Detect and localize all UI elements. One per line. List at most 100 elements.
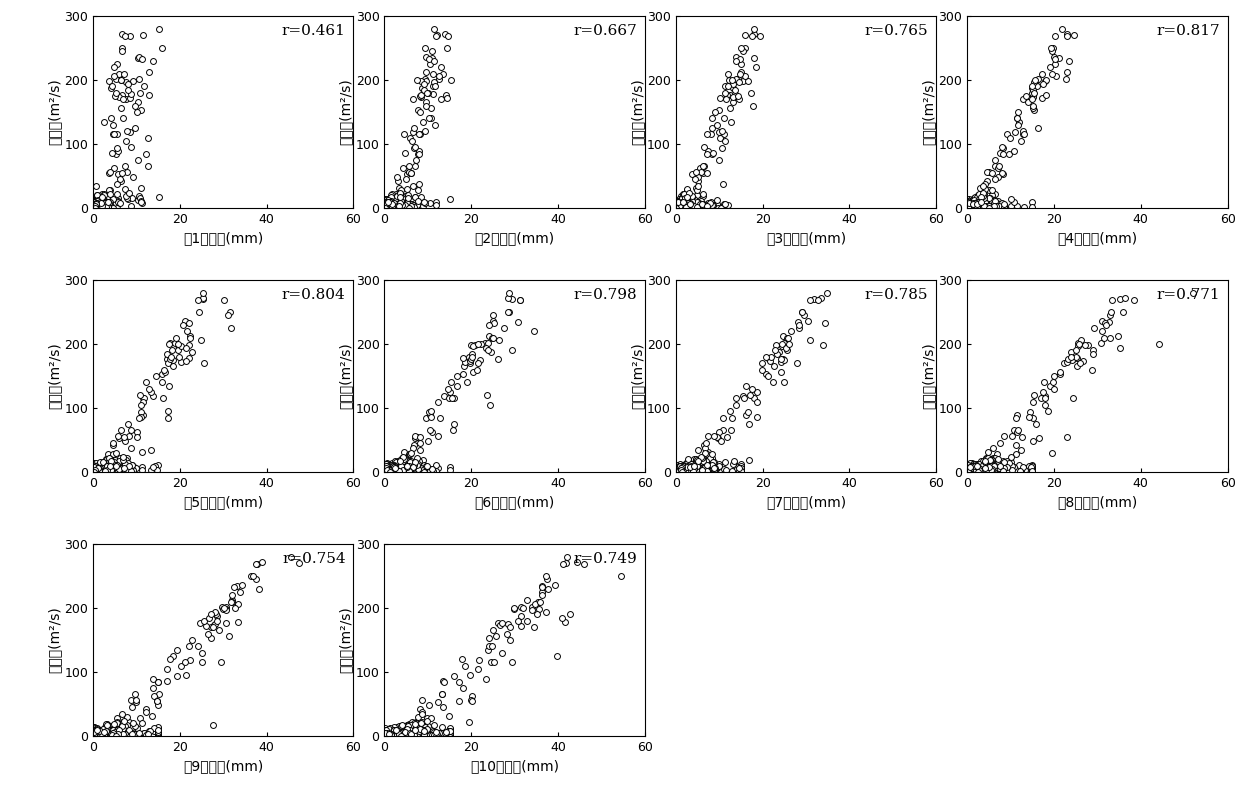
Point <box>744 391 764 404</box>
Point <box>103 463 123 476</box>
Point <box>678 463 698 476</box>
Point <box>89 201 109 214</box>
Point <box>694 160 714 173</box>
Point <box>93 465 113 478</box>
Point <box>376 466 396 478</box>
Point <box>761 350 781 363</box>
Point <box>386 454 405 467</box>
Point <box>387 462 407 475</box>
Point <box>379 195 399 208</box>
Point <box>381 201 401 214</box>
Point <box>157 674 177 687</box>
Point <box>505 602 525 615</box>
Point <box>84 194 104 206</box>
Point <box>424 22 444 35</box>
Point <box>417 724 436 737</box>
Point <box>970 462 990 475</box>
Point <box>492 616 512 629</box>
Point <box>672 463 692 476</box>
Point <box>84 200 104 213</box>
Y-axis label: 径流量(m²/s): 径流量(m²/s) <box>339 342 353 410</box>
Point <box>377 201 397 214</box>
Point <box>88 728 108 741</box>
Point <box>393 455 413 468</box>
Point <box>179 640 198 653</box>
Point <box>113 723 133 736</box>
Point <box>98 466 118 478</box>
Point <box>675 198 694 211</box>
Point <box>961 195 981 208</box>
Point <box>1100 331 1120 344</box>
Point <box>960 465 980 478</box>
Point <box>498 291 518 304</box>
Point <box>382 199 402 212</box>
Point <box>971 464 991 477</box>
Point <box>401 730 420 742</box>
Point <box>970 191 990 204</box>
Point <box>95 724 115 737</box>
Point <box>108 726 128 739</box>
Point <box>83 459 103 472</box>
Point <box>970 190 990 203</box>
Point <box>396 728 415 741</box>
Point <box>87 201 107 214</box>
Point <box>691 201 711 214</box>
Point <box>682 196 702 209</box>
Point <box>114 727 134 740</box>
Point <box>1023 99 1043 112</box>
Point <box>376 196 396 209</box>
Point <box>667 195 687 208</box>
Point <box>113 112 133 125</box>
Point <box>126 426 146 438</box>
Point <box>1049 52 1069 65</box>
Point <box>1032 68 1052 81</box>
Point <box>392 191 412 204</box>
Text: r=0.765: r=0.765 <box>864 24 929 38</box>
Point <box>684 466 704 478</box>
Point <box>383 464 403 477</box>
Point <box>789 322 808 334</box>
Point <box>972 201 992 214</box>
Point <box>86 196 105 209</box>
Point <box>988 465 1008 478</box>
Point <box>379 462 399 475</box>
Point <box>414 125 434 138</box>
Point <box>397 168 417 181</box>
Point <box>87 462 107 474</box>
Point <box>996 202 1016 214</box>
Point <box>141 464 161 477</box>
Point <box>405 463 425 476</box>
Point <box>107 128 126 141</box>
Point <box>379 723 399 736</box>
Point <box>100 724 120 737</box>
Point <box>1011 465 1030 478</box>
Point <box>382 464 402 477</box>
Point <box>977 197 997 210</box>
Point <box>384 462 404 474</box>
Point <box>86 200 105 213</box>
Point <box>961 202 981 214</box>
Point <box>495 322 515 334</box>
Point <box>743 99 763 112</box>
Point <box>973 179 993 192</box>
Point <box>396 146 415 159</box>
Point <box>703 198 723 211</box>
Point <box>1056 27 1076 40</box>
Point <box>963 460 983 473</box>
Point <box>86 459 105 472</box>
Point <box>967 463 987 476</box>
Point <box>963 465 983 478</box>
Point <box>672 196 692 209</box>
Point <box>439 726 459 738</box>
Point <box>439 729 459 742</box>
Point <box>94 461 114 474</box>
Point <box>89 198 109 210</box>
Point <box>985 173 1004 186</box>
Point <box>706 462 725 474</box>
Point <box>1008 112 1028 125</box>
Point <box>104 718 124 730</box>
Point <box>114 463 134 476</box>
Point <box>201 608 221 621</box>
Point <box>693 189 713 202</box>
Point <box>670 201 689 214</box>
